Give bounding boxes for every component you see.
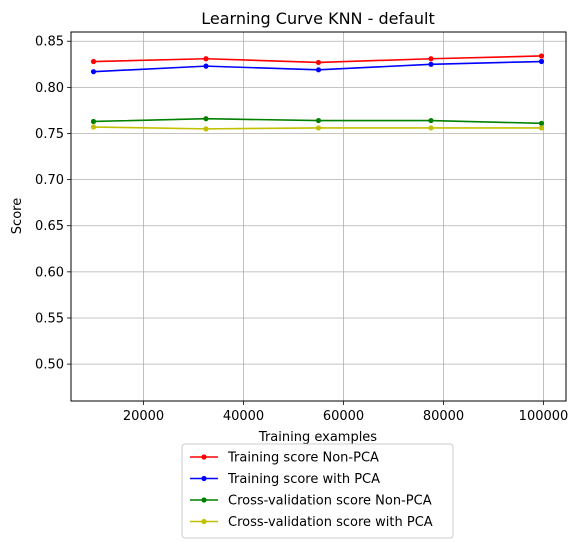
y-tick-label: 0.75 (35, 127, 64, 142)
data-point (315, 67, 322, 73)
legend-label: Training score Non-PCA (227, 451, 379, 466)
series-4 (90, 124, 545, 132)
legend-marker (201, 475, 207, 482)
data-point (428, 56, 434, 62)
y-tick-label: 0.55 (35, 311, 64, 326)
data-point (90, 118, 97, 125)
y-tick-label: 0.65 (35, 219, 64, 234)
grid-lines (71, 32, 566, 401)
data-point (90, 69, 97, 75)
data-point (315, 59, 322, 66)
data-point (428, 125, 434, 131)
legend-label: Cross-validation score Non-PCA (228, 494, 432, 509)
chart-title: Learning Curve KNN - default (201, 9, 435, 28)
legend: Training score Non-PCA Training score wit… (181, 443, 454, 539)
x-tick-label: 80000 (423, 409, 464, 424)
legend-marker (201, 518, 207, 525)
data-point (315, 125, 322, 131)
data-point (538, 53, 545, 59)
data-point (315, 117, 322, 124)
data-point (538, 125, 545, 131)
y-axis-ticks: 0.50 0.55 0.60 0.65 0.70 0.75 0.80 0.85 (35, 35, 71, 373)
y-tick-label: 0.85 (35, 35, 64, 50)
y-tick-label: 0.80 (35, 81, 64, 96)
legend-marker (201, 497, 207, 503)
legend-frame (181, 443, 454, 539)
data-point (538, 120, 545, 126)
x-tick-label: 40000 (223, 409, 264, 424)
data-point (538, 58, 545, 65)
series-layer (90, 53, 545, 132)
data-point (428, 117, 434, 124)
legend-label: Cross-validation score with PCA (228, 515, 433, 530)
x-tick-label: 60000 (323, 409, 364, 424)
y-tick-label: 0.70 (35, 173, 64, 188)
series-3 (90, 116, 545, 126)
data-point (90, 124, 97, 130)
x-tick-label: 20000 (123, 409, 164, 424)
data-point (203, 63, 209, 69)
data-point (203, 116, 209, 122)
series-1 (90, 53, 545, 66)
x-axis-ticks: 20000 40000 60000 80000 100000 (123, 401, 569, 424)
y-tick-label: 0.60 (35, 265, 64, 280)
data-point (203, 126, 209, 132)
series-2 (90, 58, 545, 75)
data-point (90, 58, 97, 65)
plot-frame (70, 31, 567, 402)
x-axis-label: Training examples (258, 430, 377, 445)
y-tick-label: 0.50 (35, 358, 64, 373)
data-point (428, 61, 434, 67)
y-axis-label: Score (10, 198, 25, 234)
legend-marker (201, 454, 207, 460)
legend-label: Training score with PCA (227, 472, 380, 487)
data-point (203, 56, 209, 62)
x-tick-label: 100000 (519, 409, 569, 424)
